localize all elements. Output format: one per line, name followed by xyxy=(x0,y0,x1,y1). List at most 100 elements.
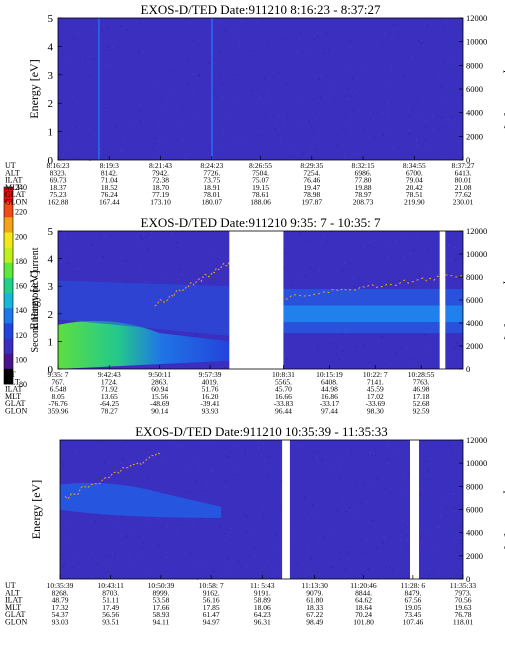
heatmap-speckle xyxy=(320,75,322,77)
heatmap-speckle xyxy=(224,367,226,369)
heatmap-speckle xyxy=(382,134,384,136)
heatmap-speckle xyxy=(241,450,243,452)
aux-value: 70.24 xyxy=(355,610,372,619)
y-right-tick-label: 2000 xyxy=(466,131,483,141)
heatmap-speckle xyxy=(454,347,456,349)
heatmap-speckle xyxy=(127,263,129,266)
heatmap-speckle xyxy=(339,477,341,479)
heatmap-speckle xyxy=(434,511,436,513)
heatmap-speckle xyxy=(432,128,434,130)
heatmap-speckle xyxy=(408,130,410,132)
y-tick-label: 4 xyxy=(48,41,54,53)
heatmap-speckle xyxy=(229,113,231,115)
heatmap-speckle xyxy=(218,77,220,79)
heatmap-speckle xyxy=(341,270,344,272)
aux-value: 58.89 xyxy=(254,596,271,605)
heatmap-speckle xyxy=(143,121,145,123)
heatmap-speckle xyxy=(79,58,81,60)
heatmap-speckle xyxy=(141,238,143,240)
heatmap-speckle xyxy=(91,551,93,553)
heatmap-speckle xyxy=(204,337,207,339)
heatmap-speckle xyxy=(460,28,462,30)
heatmap-speckle xyxy=(126,536,128,538)
heatmap-speckle xyxy=(298,255,300,257)
heatmap-speckle xyxy=(245,515,248,517)
heatmap-speckle xyxy=(129,543,131,545)
heatmap-speckle xyxy=(181,105,184,107)
x-tick-label: 9:35: 7 xyxy=(47,370,68,379)
aux-row-name: GLAT xyxy=(5,610,26,619)
aux-value: 72.38 xyxy=(152,176,169,185)
heatmap-speckle xyxy=(401,236,403,238)
heatmap-speckle xyxy=(236,127,239,129)
heatmap-speckle xyxy=(256,18,258,20)
heatmap-speckle xyxy=(61,553,64,556)
heatmap-speckle xyxy=(441,86,443,88)
heatmap-speckle xyxy=(164,551,166,553)
heatmap-speckle xyxy=(316,517,318,519)
x-tick-label: 11:20:46 xyxy=(350,581,377,590)
aux-value: 56.56 xyxy=(102,610,119,619)
heatmap-speckle xyxy=(295,282,297,285)
heatmap-speckle xyxy=(395,352,397,354)
x-tick-label: 11:28: 6 xyxy=(401,581,426,590)
aux-value: 767. xyxy=(51,377,64,386)
heatmap-speckle xyxy=(159,49,161,51)
heatmap-speckle xyxy=(93,58,95,60)
heatmap-speckle xyxy=(452,123,454,125)
heatmap-speckle xyxy=(161,577,163,579)
heatmap-speckle xyxy=(192,39,194,41)
heatmap-speckle xyxy=(333,98,335,100)
heatmap-speckle xyxy=(146,248,148,250)
aux-value: 6408. xyxy=(321,377,338,386)
heatmap-speckle xyxy=(258,98,260,100)
heatmap-speckle xyxy=(387,458,389,460)
heatmap-speckle xyxy=(138,52,140,54)
heatmap-speckle xyxy=(329,533,331,535)
y-right-tick-label: 10000 xyxy=(466,37,487,47)
heatmap-speckle xyxy=(298,271,300,273)
aux-row-name: MLT xyxy=(5,392,21,401)
colorbar-tick-label: 140 xyxy=(15,306,27,315)
heatmap-speckle xyxy=(389,244,392,246)
heatmap-speckle xyxy=(89,55,91,57)
heatmap-speckle xyxy=(364,483,366,485)
heatmap-speckle xyxy=(438,99,440,101)
heatmap-speckle xyxy=(73,157,75,159)
heatmap-speckle xyxy=(73,37,75,39)
heatmap-speckle xyxy=(448,244,450,247)
heatmap-speckle xyxy=(314,451,316,453)
aux-value: 7942. xyxy=(152,168,169,177)
temperature-trace xyxy=(154,261,230,307)
y-right-tick-label: 8000 xyxy=(466,60,483,70)
heatmap-speckle xyxy=(418,275,420,277)
y-tick-label: 5 xyxy=(48,226,54,238)
heatmap-speckle xyxy=(372,117,375,119)
aux-value: 8268. xyxy=(52,588,69,597)
colorbar-tick-label: 160 xyxy=(15,282,27,291)
colorbar-label: Second Harmonic Current xyxy=(30,247,41,352)
heatmap-speckle xyxy=(120,534,122,537)
heatmap-speckle xyxy=(170,92,172,94)
heatmap-speckle xyxy=(60,236,62,238)
heatmap-speckle xyxy=(97,563,99,565)
heatmap-speckle xyxy=(279,140,281,142)
heatmap-speckle xyxy=(427,249,429,251)
colorbar-swatch xyxy=(4,262,13,279)
aux-value: 58.93 xyxy=(152,610,169,619)
heatmap-speckle xyxy=(149,522,151,524)
heatmap-speckle xyxy=(452,68,455,70)
aux-value: 8703. xyxy=(102,588,119,597)
heatmap-speckle xyxy=(62,153,64,155)
heatmap-speckle xyxy=(293,505,295,507)
colorbar-swatch xyxy=(4,277,13,294)
heatmap-speckle xyxy=(229,532,231,534)
heatmap-speckle xyxy=(58,136,60,138)
heatmap-speckle xyxy=(268,560,270,562)
heatmap-speckle xyxy=(192,521,194,524)
heatmap-speckle xyxy=(165,556,168,558)
heatmap-speckle xyxy=(94,26,96,28)
aux-value: -33.17 xyxy=(320,399,340,408)
aux-value: 60.94 xyxy=(151,385,168,394)
heatmap-speckle xyxy=(154,143,156,145)
